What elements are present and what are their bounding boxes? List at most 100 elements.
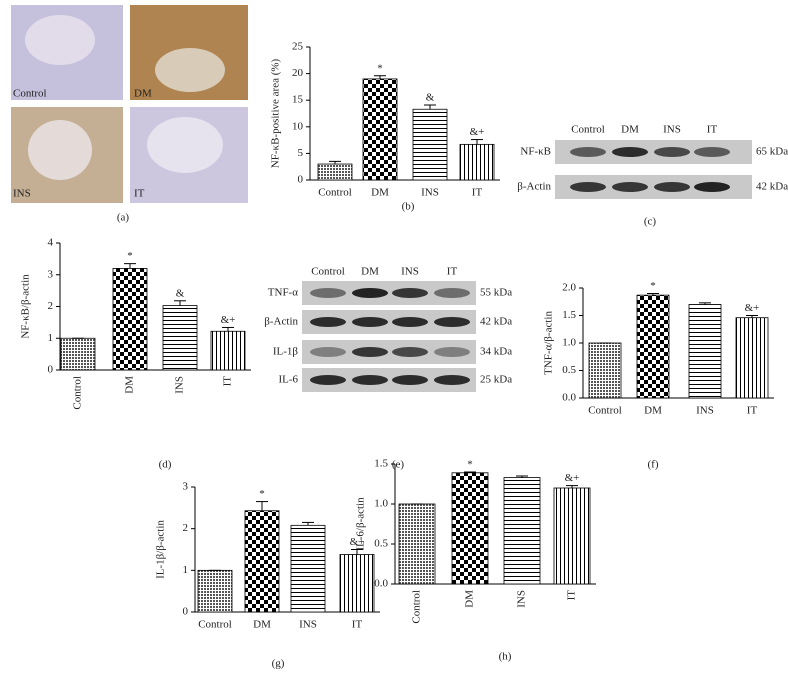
bar [688, 304, 722, 399]
bar [459, 143, 495, 181]
x-tick-label: IT [472, 187, 483, 199]
band [392, 317, 428, 327]
x-tick-label: IT [352, 619, 363, 631]
error-bar [471, 139, 483, 145]
bar-annotation: * [467, 459, 473, 471]
bar [210, 330, 246, 371]
micrograph-label: Control [13, 88, 47, 100]
error-bar [566, 485, 578, 488]
y-tick-label: 0 [298, 174, 304, 186]
protein-label: IL-1β [273, 346, 299, 358]
bar [112, 267, 148, 371]
size-label: 65 kDa [756, 146, 788, 158]
error-bar [124, 263, 136, 269]
y-axis-label: NF-κB-positive area (%) [270, 58, 282, 168]
bar [735, 317, 769, 399]
band [310, 317, 346, 327]
error-bar [746, 315, 758, 318]
band [352, 288, 388, 298]
band [694, 182, 730, 192]
error-bar [329, 160, 341, 165]
x-tick-label: DM [464, 590, 476, 608]
y-axis-label: IL-1β/β-actin [155, 520, 167, 579]
micrograph-label: IT [134, 188, 145, 200]
y-tick-label: 20 [292, 67, 304, 79]
bar [197, 569, 233, 613]
y-tick-label: 1.0 [562, 337, 576, 349]
bar [412, 108, 448, 181]
error-bar [302, 521, 314, 526]
y-tick-label: 1 [48, 332, 54, 344]
y-tick-label: 10 [292, 120, 304, 132]
lane-label: INS [401, 266, 419, 278]
band [654, 182, 690, 192]
tubule [147, 117, 223, 173]
y-tick-label: 5 [298, 147, 304, 159]
y-axis-label: NF-κB/β-actin [20, 274, 32, 339]
bar-annotation: &+ [565, 472, 580, 484]
error-bar [516, 475, 528, 478]
bar [553, 487, 591, 585]
band [612, 182, 648, 192]
y-tick-label: 25 [292, 41, 304, 53]
lane-label: DM [361, 266, 379, 278]
y-tick-label: 1.0 [374, 498, 388, 510]
y-tick-label: 4 [48, 237, 54, 249]
error-bar [351, 549, 363, 555]
x-tick-label: INS [421, 187, 439, 199]
band [612, 147, 648, 157]
protein-label: β-Actin [264, 316, 298, 328]
lane-label: DM [621, 124, 639, 136]
y-tick-label: 3 [183, 481, 189, 493]
bar [503, 477, 541, 585]
x-tick-label: INS [696, 405, 714, 417]
x-tick-label: DM [124, 376, 136, 394]
x-tick-label: INS [299, 619, 317, 631]
bar [290, 524, 326, 613]
band [392, 347, 428, 357]
band [570, 147, 606, 157]
size-label: 42 kDa [756, 181, 788, 193]
x-tick-label: INS [516, 590, 528, 608]
y-tick-label: 0.0 [374, 578, 388, 590]
error-bar [256, 501, 268, 511]
bar [362, 78, 398, 181]
x-tick-label: IT [222, 376, 234, 387]
y-tick-label: 15 [292, 94, 304, 106]
x-tick-label: DM [371, 187, 389, 199]
bar [339, 554, 375, 613]
x-tick-label: Control [588, 405, 622, 417]
y-tick-label: 3 [48, 268, 54, 280]
x-tick-label: DM [253, 619, 271, 631]
bar [162, 305, 198, 371]
blot-strip [302, 340, 476, 364]
lane-label: Control [571, 124, 605, 136]
bar-annotation: & [176, 287, 185, 299]
panel-label: (h) [499, 651, 512, 663]
band [392, 288, 428, 298]
x-tick-label: Control [72, 376, 84, 410]
x-tick-label: Control [411, 590, 423, 624]
band [434, 375, 470, 385]
band [392, 375, 428, 385]
band [310, 347, 346, 357]
micrograph-label: INS [13, 188, 31, 200]
y-tick-label: 0.5 [374, 538, 388, 550]
y-tick-label: 1.5 [562, 309, 576, 321]
band [570, 182, 606, 192]
panel-label: (b) [402, 201, 415, 213]
error-bar [464, 471, 476, 473]
size-label: 34 kDa [480, 346, 512, 358]
size-label: 55 kDa [480, 287, 512, 299]
bar [60, 337, 96, 371]
tubule [28, 120, 92, 180]
y-tick-label: 1.5 [374, 458, 388, 470]
error-bar [699, 302, 711, 305]
bar-annotation: * [650, 280, 656, 292]
lane-label: Control [311, 266, 345, 278]
bar-annotation: &+ [745, 302, 760, 314]
band [434, 317, 470, 327]
tubule [155, 48, 225, 92]
y-tick-label: 1 [183, 564, 189, 576]
